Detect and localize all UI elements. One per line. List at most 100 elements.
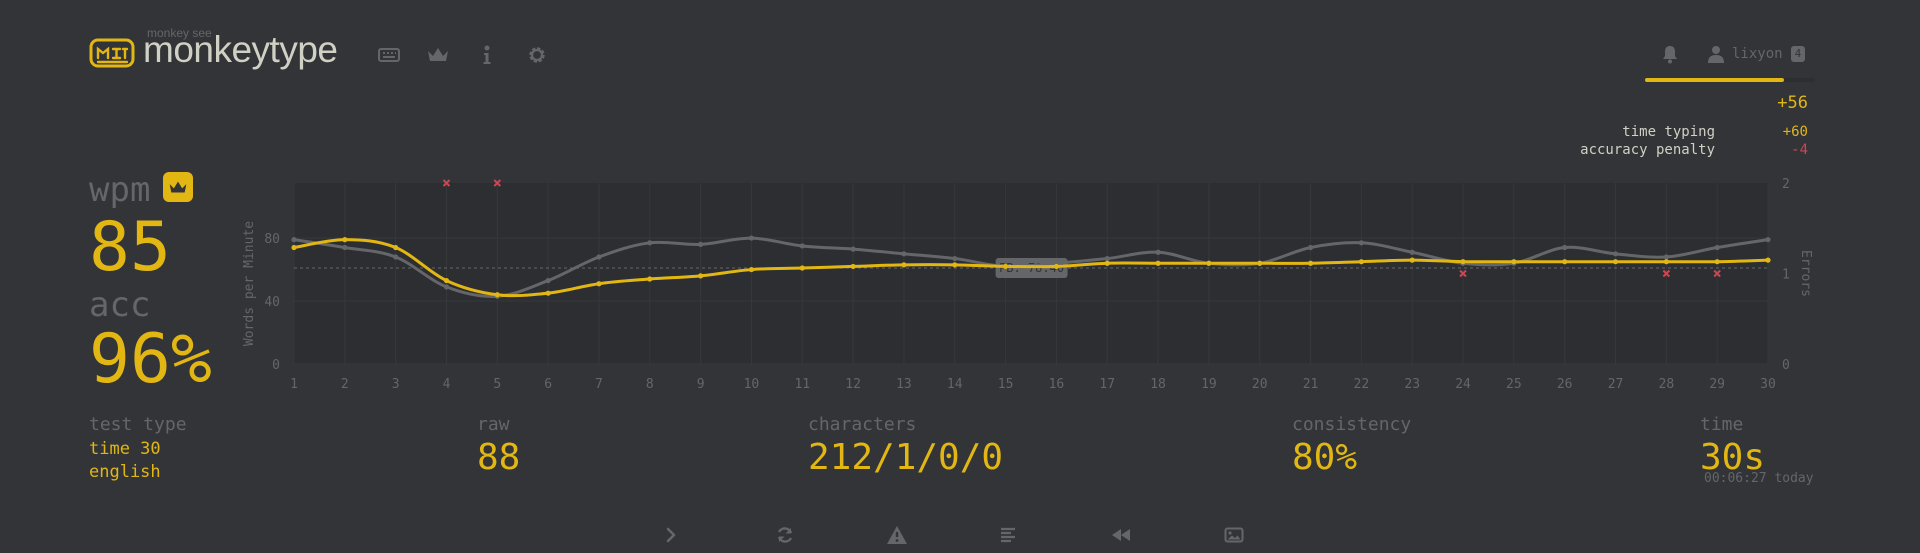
warning-icon	[887, 526, 907, 544]
test-type-language: english	[89, 462, 161, 482]
x-tick-label: 27	[1608, 377, 1624, 392]
series-line-wpm	[293, 238, 1769, 298]
wpm-value: 85	[89, 208, 171, 287]
series-point-wpm	[748, 266, 755, 273]
consistency-label: consistency	[1292, 414, 1412, 435]
y-tick-label: 40	[264, 295, 280, 310]
crown-icon[interactable]	[426, 43, 450, 67]
logo-icon[interactable]	[89, 38, 135, 68]
x-tick-label: 3	[392, 377, 400, 392]
bell-icon[interactable]	[1658, 42, 1682, 66]
backward-icon	[1112, 529, 1130, 541]
x-tick-label: 25	[1506, 377, 1522, 392]
x-tick-label: 12	[845, 377, 861, 392]
series-point-wpm	[1053, 263, 1060, 270]
characters-label: characters	[808, 414, 917, 435]
keyboard-icon[interactable]	[377, 43, 401, 67]
x-tick-label: 15	[998, 377, 1014, 392]
x-tick-label: 4	[443, 377, 451, 392]
wpm-label: wpm	[89, 170, 151, 210]
series-point-wpm	[850, 263, 856, 270]
series-point-raw	[1155, 249, 1161, 255]
consistency-value: 80%	[1292, 437, 1358, 478]
error-mark	[1713, 269, 1721, 278]
x-tick-label: 20	[1252, 377, 1268, 392]
x-tick-label: 2	[341, 377, 349, 392]
series-point-wpm	[1307, 260, 1314, 266]
user-icon	[1708, 46, 1724, 63]
x-tick-label: 11	[794, 377, 810, 392]
series-point-wpm	[799, 265, 805, 271]
gear-icon[interactable]	[525, 43, 549, 67]
series-point-wpm	[1714, 259, 1720, 265]
series-point-wpm	[1765, 257, 1771, 263]
series-point-raw	[545, 277, 551, 284]
x-tick-label: 30	[1760, 377, 1776, 392]
refresh-icon	[777, 527, 793, 543]
series-point-raw	[1612, 251, 1619, 257]
series-point-wpm	[647, 276, 653, 282]
series-point-raw	[647, 240, 653, 246]
account-button[interactable]: lixyon 4	[1708, 42, 1806, 66]
series-point-raw	[1409, 249, 1415, 255]
series-point-wpm	[1511, 259, 1517, 265]
x-tick-label: 18	[1150, 377, 1166, 392]
series-point-raw	[698, 241, 704, 247]
x-tick-label: 10	[744, 377, 760, 392]
series-point-raw	[393, 254, 399, 260]
time-value: 30s	[1700, 437, 1766, 478]
series-point-wpm	[494, 292, 500, 298]
error-mark	[1662, 269, 1671, 278]
series-point-raw	[1765, 237, 1771, 243]
x-tick-label: 22	[1354, 377, 1370, 392]
series-point-raw	[799, 243, 805, 249]
word-history-button[interactable]	[995, 522, 1023, 548]
series-point-wpm	[1155, 260, 1161, 266]
save-screenshot-button[interactable]	[1220, 522, 1248, 548]
series-point-raw	[748, 235, 755, 241]
practice-words-button[interactable]	[883, 522, 911, 548]
xp-breakdown-value: -4	[1791, 142, 1808, 158]
acc-value: 96%	[89, 320, 212, 399]
xp-breakdown-label: time typing	[1622, 124, 1715, 140]
time-label: time	[1700, 414, 1744, 435]
x-tick-label: 5	[493, 377, 501, 392]
xp-breakdown-label: accuracy penalty	[1580, 142, 1715, 158]
x-tick-label: 21	[1303, 377, 1319, 392]
series-point-wpm	[901, 262, 907, 268]
series-point-wpm	[1257, 260, 1263, 266]
x-tick-label: 19	[1201, 377, 1217, 392]
series-point-raw	[952, 255, 958, 262]
series-point-wpm	[1562, 259, 1568, 265]
x-tick-label: 24	[1455, 377, 1471, 392]
restart-test-button[interactable]	[771, 522, 799, 548]
series-point-raw	[1562, 244, 1568, 251]
series-point-raw	[850, 246, 856, 252]
y-tick-label: 80	[264, 232, 280, 247]
y2-tick-label: 2	[1782, 177, 1790, 192]
series-point-raw	[342, 244, 348, 251]
characters-value: 212/1/0/0	[808, 437, 1004, 478]
series-point-raw	[1714, 244, 1720, 251]
info-icon[interactable]	[475, 43, 499, 67]
test-type-mode: time 30	[89, 439, 161, 459]
x-tick-label: 23	[1404, 377, 1420, 392]
error-mark	[1459, 269, 1467, 278]
chevron-right-icon	[666, 527, 676, 543]
y-axis-label: Words per Minute	[242, 221, 257, 346]
xp-breakdown-value: +60	[1782, 124, 1808, 140]
x-tick-label: 13	[896, 377, 912, 392]
series-point-raw	[1307, 244, 1314, 251]
series-point-wpm	[1409, 257, 1415, 263]
series-point-wpm	[1002, 263, 1009, 270]
result-chart[interactable]: PB: 78.40 1 2 3 4 5 6 7 8 9 10 11 12 13 14 15 16 17 18 19 2…	[220, 160, 1840, 405]
user-level-badge: 4	[1790, 46, 1806, 62]
image-icon	[1224, 527, 1244, 543]
series-point-wpm	[393, 244, 399, 251]
watch-replay-button[interactable]	[1107, 522, 1135, 548]
x-tick-label: 26	[1557, 377, 1573, 392]
next-test-button[interactable]	[657, 522, 685, 548]
series-point-wpm	[342, 237, 348, 243]
username: lixyon	[1732, 46, 1783, 62]
logo-text[interactable]: monkeytype	[143, 29, 338, 70]
